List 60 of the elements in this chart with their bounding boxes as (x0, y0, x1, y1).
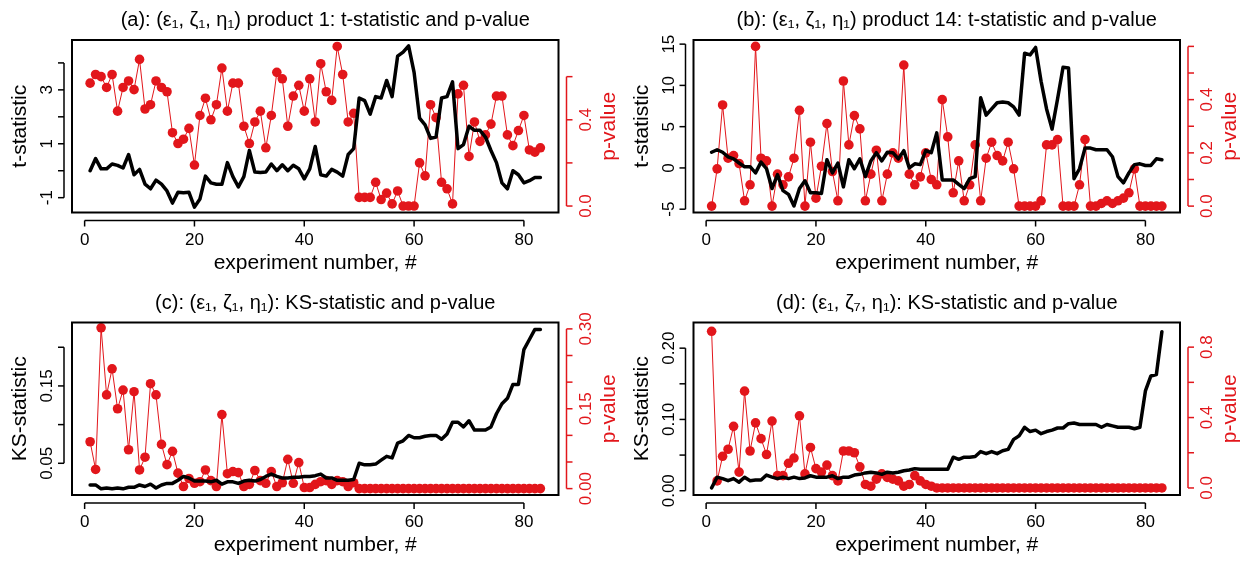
y-tick-label: 10 (658, 75, 678, 95)
x-tick-label: 80 (514, 512, 534, 531)
y2-tick-label: 0.8 (1197, 335, 1216, 359)
y-tick-label: 0.00 (658, 474, 678, 508)
y-tick-label: 0.20 (658, 331, 678, 365)
y-tick-label: 5 (658, 121, 678, 132)
x-tick-label: 20 (184, 512, 204, 531)
x-tick-label: 20 (806, 512, 826, 531)
y-tick-label: 3 (37, 85, 56, 95)
x-axis-title: experiment number, # (213, 532, 418, 555)
chart-title: (d): (ε₁, ζ₇, η₁): KS-statistic and p-value (775, 290, 1118, 313)
y-tick-label: -1 (37, 190, 56, 206)
y2-tick-label: 0.0 (1197, 194, 1216, 218)
x-tick-label: 0 (701, 229, 711, 249)
x-tick-label: 60 (404, 229, 424, 249)
y-tick-label: 0.05 (37, 446, 56, 480)
chart-title: (a): (ε₁, ζ₁, η₁) product 1: t-statistic and p-value (120, 8, 530, 30)
x-tick-label: 40 (916, 229, 936, 249)
y2-tick-label: 0.0 (575, 194, 595, 218)
y2-tick-label: 0.4 (1197, 405, 1216, 430)
y2-tick-label: 0.00 (575, 472, 595, 506)
x-axis-title: experiment number, # (835, 532, 1039, 555)
x-tick-label: 60 (404, 512, 424, 531)
y-tick-label: 0.10 (658, 402, 678, 436)
x-tick-label: 0 (701, 512, 711, 531)
chart-title: (b): (ε₁, ζ₁, η₁) product 14: t-statistic and p-value (736, 8, 1157, 30)
y-tick-label: -5 (658, 201, 678, 217)
x-tick-label: 60 (1026, 512, 1046, 531)
x-tick-label: 80 (1135, 512, 1155, 531)
y-tick-label: 1 (37, 139, 56, 149)
x-tick-label: 60 (1026, 229, 1046, 249)
x-tick-label: 20 (184, 229, 204, 249)
x-axis-title: experiment number, # (213, 249, 418, 273)
x-axis-title: experiment number, # (835, 249, 1039, 273)
y-tick-label: 0.15 (37, 369, 56, 403)
y2-axis-title: p-value (1217, 374, 1240, 444)
y-tick-label: 0 (658, 163, 678, 173)
x-tick-label: 40 (294, 229, 314, 249)
y2-axis-title: p-value (1217, 91, 1240, 161)
x-tick-label: 40 (294, 512, 314, 531)
x-tick-label: 20 (806, 229, 826, 249)
y-axis-title: KS-statistic (7, 356, 30, 462)
x-tick-label: 80 (514, 229, 534, 249)
y-tick-label: 15 (658, 34, 678, 54)
y2-axis-title: p-value (595, 91, 619, 161)
y2-tick-label: 0.30 (575, 312, 595, 346)
x-tick-label: 40 (916, 512, 936, 531)
y-axis-title: t-statistic (7, 84, 30, 168)
y-axis-title: t-statistic (628, 84, 652, 168)
y2-tick-label: 0.4 (575, 107, 595, 132)
y-axis-title: KS-statistic (628, 356, 652, 462)
y2-tick-label: 0.15 (575, 392, 595, 426)
chart-title: (c): (ε₁, ζ₁, η₁): KS-statistic and p-value (155, 290, 496, 313)
x-tick-label: 0 (79, 512, 90, 531)
y2-tick-label: 0.0 (1197, 476, 1216, 500)
y2-axis-title: p-value (595, 374, 619, 444)
y2-tick-label: 0.4 (1197, 87, 1216, 112)
y2-tick-label: 0.2 (1197, 141, 1216, 165)
x-tick-label: 80 (1135, 229, 1155, 249)
x-tick-label: 0 (79, 229, 90, 249)
